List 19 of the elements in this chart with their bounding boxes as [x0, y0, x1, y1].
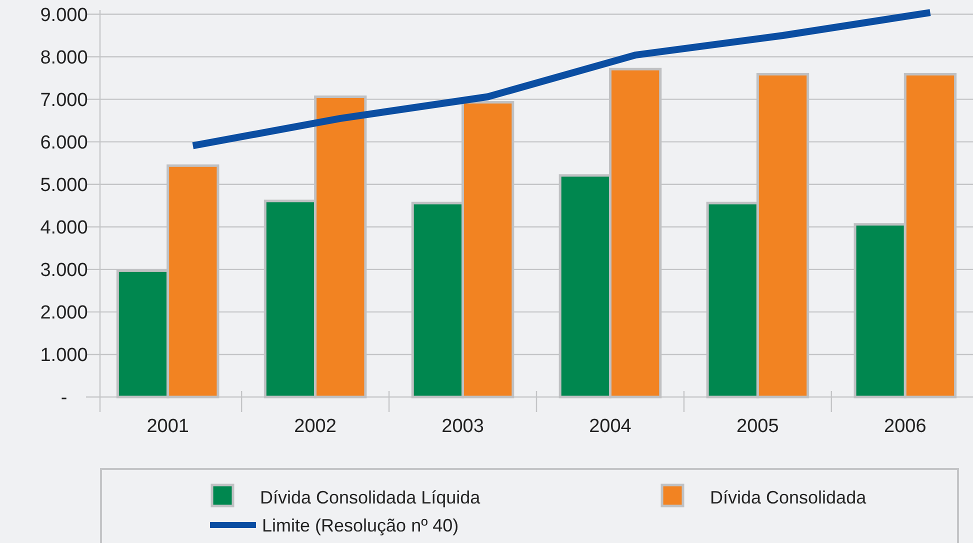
- y-tick-label: -: [60, 388, 68, 409]
- legend-label: Limite (Resolução nº 40): [262, 515, 459, 536]
- y-tick-label: 6.000: [40, 132, 88, 154]
- x-tick-label: 2002: [294, 416, 336, 437]
- x-tick-label: 2004: [589, 416, 632, 437]
- y-tick-label: 7.000: [40, 90, 88, 111]
- x-tick-label: 2003: [442, 416, 484, 437]
- x-tick-label: 2005: [736, 416, 779, 437]
- y-tick-label: 4.000: [40, 218, 88, 239]
- y-tick-label: 8.000: [40, 47, 88, 68]
- x-tick-label: 2006: [884, 416, 926, 437]
- x-tick-label: 2001: [146, 416, 189, 437]
- y-tick-label: 9.000: [40, 4, 88, 26]
- y-tick-label: 1.000: [40, 345, 88, 366]
- legend-label: Dívida Consolidada: [710, 487, 868, 508]
- legend-label: Dívida Consolidada Líquida: [260, 487, 482, 508]
- y-tick-label: 3.000: [40, 260, 88, 282]
- y-tick-label: 5.000: [40, 175, 88, 196]
- y-tick-label: 2.000: [40, 302, 88, 324]
